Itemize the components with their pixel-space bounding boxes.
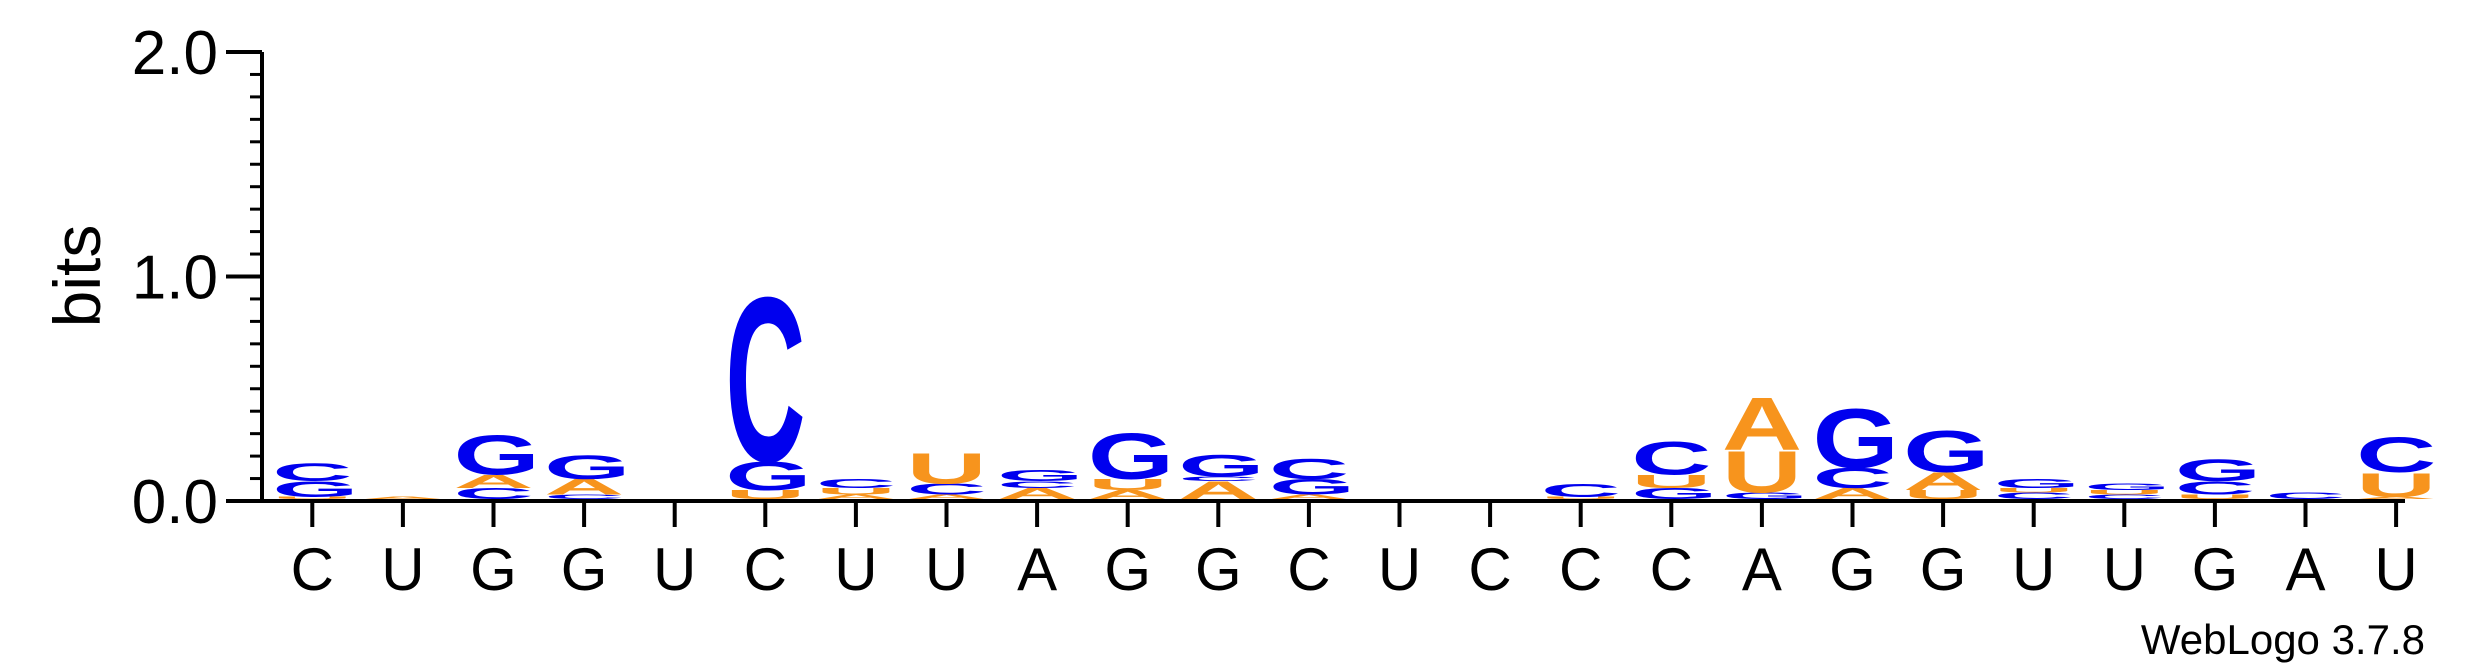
- logo-glyph-A: A: [363, 496, 443, 500]
- y-tick-label: 2.0: [132, 19, 218, 88]
- logo-glyph-A: A: [454, 471, 534, 492]
- x-tick-label: C: [744, 536, 787, 603]
- x-tick-label: U: [925, 536, 968, 603]
- logo-glyph-G: G: [997, 467, 1083, 485]
- logo-glyph-U: U: [1994, 487, 2074, 494]
- x-tick-label: G: [1829, 536, 1876, 603]
- logo-glyph-C: C: [997, 479, 1077, 489]
- logo-glyph-C: C: [907, 480, 987, 498]
- logo-glyph-U: U: [816, 486, 896, 496]
- logo-glyph-A: A: [816, 493, 896, 500]
- logo-glyph-U: U: [2084, 489, 2164, 496]
- logo-glyph-C: C: [2084, 493, 2164, 500]
- logo-glyph-U: U: [725, 488, 805, 502]
- x-tick-label: U: [1378, 536, 1421, 603]
- logo-glyph-A: A: [997, 485, 1077, 503]
- x-tick-label: U: [381, 536, 424, 603]
- x-tick-label: G: [470, 536, 517, 603]
- x-tick-label: C: [291, 536, 334, 603]
- logo-glyph-A: A: [1722, 382, 1802, 466]
- logo-glyph-A: A: [1088, 488, 1168, 502]
- logo-glyph-U: U: [1903, 488, 1983, 502]
- logo-glyph-A: A: [2356, 496, 2436, 500]
- y-tick-label: 1.0: [132, 244, 218, 313]
- x-tick-label: G: [1104, 536, 1151, 603]
- logo-glyph-C: C: [1813, 463, 1893, 494]
- logo-glyph-C: C: [725, 249, 805, 511]
- logo-glyph-C: C: [1178, 475, 1258, 482]
- logo-glyph-C: C: [1541, 480, 1621, 501]
- x-tick-label: C: [1650, 536, 1693, 603]
- logo-glyph-U: U: [1088, 476, 1168, 494]
- logo-glyph-G: G: [1722, 491, 1808, 501]
- x-tick-label: C: [1468, 536, 1511, 603]
- x-tick-label: U: [653, 536, 696, 603]
- logo-glyph-G: G: [2175, 453, 2261, 488]
- logo-glyph-C: C: [816, 476, 896, 490]
- logo-glyph-G: G: [1269, 475, 1355, 499]
- logo-glyph-U: U: [272, 496, 352, 500]
- y-axis-label: bits: [40, 225, 114, 328]
- logo-glyph-U: U: [1631, 471, 1711, 492]
- chart-axes: [260, 52, 2405, 503]
- logo-glyph-G: G: [1631, 485, 1717, 503]
- logo-glyph-U: U: [1722, 438, 1802, 505]
- logo-glyph-G: G: [544, 448, 630, 486]
- logo-glyph-C: C: [2266, 491, 2346, 501]
- x-tick-label: A: [1742, 536, 1782, 603]
- logo-glyph-U: U: [907, 444, 987, 493]
- logo-glyph-C: C: [1631, 432, 1711, 484]
- logo-glyph-C: C: [2175, 478, 2255, 499]
- logo-glyph-G: G: [1903, 418, 1989, 485]
- logo-glyph-A: A: [1903, 468, 1983, 496]
- logo-glyph-U: U: [2175, 493, 2255, 500]
- y-tick-label: 0.0: [132, 468, 218, 537]
- logo-glyph-C: C: [1994, 491, 2074, 501]
- logo-glyph-A: A: [1813, 485, 1893, 503]
- logo-glyph-G: G: [1178, 449, 1264, 484]
- logo-glyph-A: A: [907, 493, 987, 500]
- x-tick-label: U: [2374, 536, 2417, 603]
- logo-glyph-C: C: [272, 459, 352, 487]
- logo-glyph-U: U: [1541, 496, 1621, 500]
- logo-glyph-C: C: [544, 493, 624, 500]
- logo-glyph-G: G: [454, 423, 540, 486]
- x-tick-label: C: [1287, 536, 1330, 603]
- x-tick-label: C: [1559, 536, 1602, 603]
- x-tick-label: G: [1195, 536, 1242, 603]
- logo-glyph-C: C: [2356, 427, 2436, 483]
- x-tick-label: A: [2285, 536, 2325, 603]
- x-tick-label: G: [2192, 536, 2239, 603]
- weblogo-credit: WebLogo 3.7.8: [2141, 616, 2425, 663]
- logo-glyph-U: U: [2356, 466, 2436, 504]
- logo-glyph-C: C: [1269, 454, 1349, 485]
- logo-glyph-A: A: [1269, 493, 1349, 500]
- logo-glyph-G: G: [725, 453, 811, 499]
- logo-glyph-G: G: [1813, 391, 1899, 485]
- logo-glyph-G: G: [272, 477, 358, 501]
- logo-glyph-C: C: [454, 485, 534, 503]
- logo-glyph-G: G: [1088, 420, 1174, 494]
- logo-glyph-G: G: [2084, 482, 2170, 492]
- x-tick-label: U: [834, 536, 877, 603]
- x-tick-label: G: [1920, 536, 1967, 603]
- x-tick-label: G: [561, 536, 608, 603]
- logo-glyph-G: G: [1994, 476, 2080, 490]
- x-tick-label: U: [2012, 536, 2055, 603]
- y-tick-layer: 0.0 1.0 2.0: [132, 19, 262, 537]
- x-tick-label: U: [2103, 536, 2146, 603]
- x-tick-label: A: [1017, 536, 1057, 603]
- logo-glyph-A: A: [544, 475, 624, 499]
